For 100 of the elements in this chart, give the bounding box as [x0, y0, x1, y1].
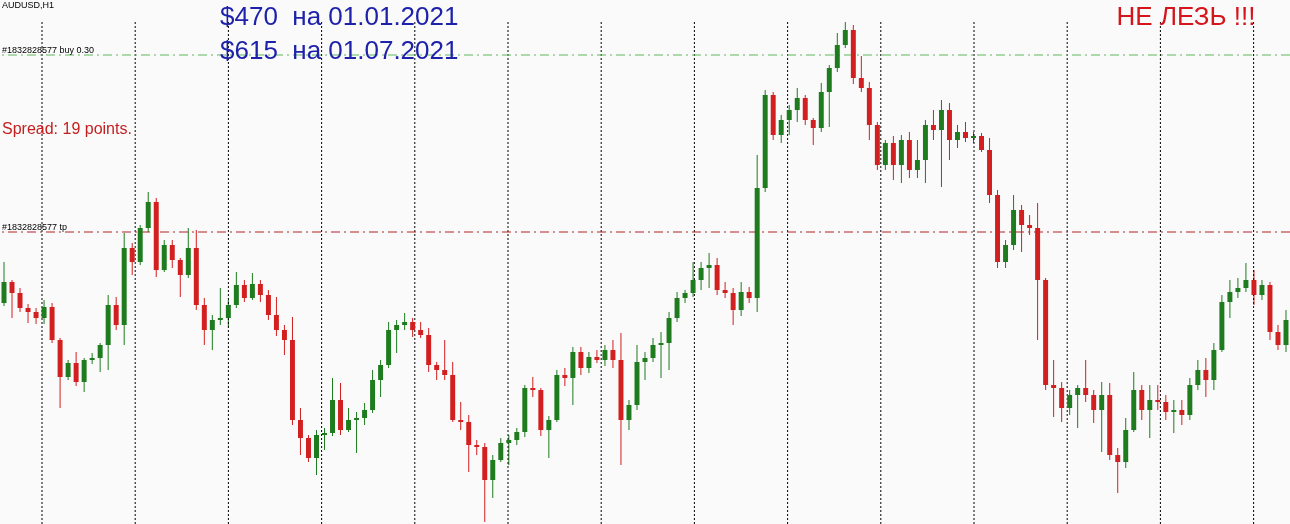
candlestick — [842, 21, 848, 49]
candlestick — [1003, 239, 1009, 269]
candlestick — [730, 287, 736, 326]
candlestick — [209, 314, 215, 351]
candlestick — [217, 287, 223, 326]
candlestick — [778, 114, 784, 144]
candlestick — [241, 279, 247, 303]
text: AUDUSD,H1 — [2, 0, 55, 10]
candlestick — [1155, 384, 1161, 411]
candlestick — [442, 339, 448, 381]
candlestick — [794, 87, 800, 123]
candlestick — [1243, 262, 1249, 293]
candlestick — [1163, 394, 1169, 421]
candlestick — [626, 399, 632, 431]
candlestick — [586, 351, 592, 374]
candlestick — [738, 281, 744, 317]
candlestick — [1019, 204, 1025, 253]
candlestick — [882, 139, 888, 171]
candlestick — [530, 376, 536, 398]
annotation: НЕ ЛЕЗЬ !!! — [1116, 1, 1256, 31]
candlestick — [1027, 214, 1033, 236]
candlestick — [498, 437, 504, 463]
candlestick — [578, 346, 584, 376]
candlestick — [610, 339, 616, 369]
candlestick — [786, 104, 792, 136]
ref-line-label: #1832828577 buy 0.30 — [2, 45, 95, 55]
candlestick — [41, 299, 47, 325]
candlestick — [1235, 277, 1241, 299]
candlestick — [17, 287, 23, 313]
candlestick — [129, 242, 135, 276]
candlestick — [914, 139, 920, 179]
candlestick — [1251, 269, 1257, 306]
candlestick — [1203, 357, 1209, 398]
candlestick — [955, 124, 960, 149]
candlestick — [89, 352, 95, 365]
candlestick — [506, 434, 512, 466]
candlestick — [9, 279, 15, 319]
candlestick — [690, 261, 696, 298]
candlestick — [233, 271, 239, 309]
candlestick — [858, 55, 864, 93]
candlestick — [257, 279, 263, 303]
candlestick — [930, 109, 936, 141]
candlestick — [1051, 359, 1057, 418]
candlestick — [706, 252, 712, 289]
candlestick — [314, 429, 319, 476]
candlestick — [249, 272, 255, 301]
candlestick — [265, 289, 271, 321]
candlestick — [113, 296, 119, 331]
candlestick — [938, 99, 944, 188]
candlestick — [602, 344, 608, 367]
candlestick — [225, 299, 231, 328]
candlestick — [698, 261, 704, 291]
candlestick — [826, 64, 832, 128]
candlestick — [1059, 381, 1065, 423]
candlestick — [1171, 399, 1177, 434]
candlestick — [73, 351, 79, 387]
candlestick — [354, 411, 360, 454]
candlestick — [963, 121, 968, 143]
candlestick — [378, 359, 384, 398]
candlestick — [1259, 279, 1265, 301]
candlestick — [97, 342, 103, 373]
candlestick — [281, 324, 287, 356]
candlestick — [362, 402, 368, 426]
annotation: Spread: 19 points. — [2, 120, 132, 137]
candlestick — [410, 317, 416, 338]
candlestick — [594, 349, 600, 364]
candlestick — [890, 135, 896, 181]
candlestick — [25, 303, 31, 324]
candlestick — [1195, 359, 1201, 391]
candlestick — [65, 359, 71, 381]
candlestick — [562, 367, 568, 387]
candlestick — [810, 117, 816, 146]
candlestick — [802, 94, 808, 126]
candlestick — [979, 132, 985, 153]
candlestick — [33, 307, 39, 325]
candlestick — [466, 414, 472, 473]
candlestick — [1075, 384, 1081, 429]
annotation: $615 на 01.07.2021 — [220, 35, 459, 65]
candlestick — [674, 291, 680, 323]
candlestick — [1083, 359, 1089, 403]
candlestick — [1091, 389, 1097, 424]
candlestick — [169, 239, 175, 269]
candlestick — [834, 32, 840, 73]
candlestick — [1067, 389, 1073, 416]
candlestick — [1147, 384, 1153, 439]
candlestick — [546, 415, 552, 459]
candlestick — [177, 257, 183, 298]
candlestick — [81, 357, 87, 393]
candlestick — [490, 454, 496, 499]
candlestick — [394, 319, 400, 354]
annotation: $470 на 01.01.2021 — [220, 1, 459, 31]
candlestick — [682, 289, 688, 304]
candlestick — [1099, 381, 1105, 453]
candlestick — [1227, 279, 1233, 319]
candlestick — [322, 427, 327, 451]
candlestick — [458, 401, 464, 431]
candlestick — [346, 407, 352, 433]
ref-line-label: #1832828577 tp — [2, 222, 68, 232]
candlestick — [297, 407, 303, 456]
candlestick — [1115, 447, 1121, 494]
